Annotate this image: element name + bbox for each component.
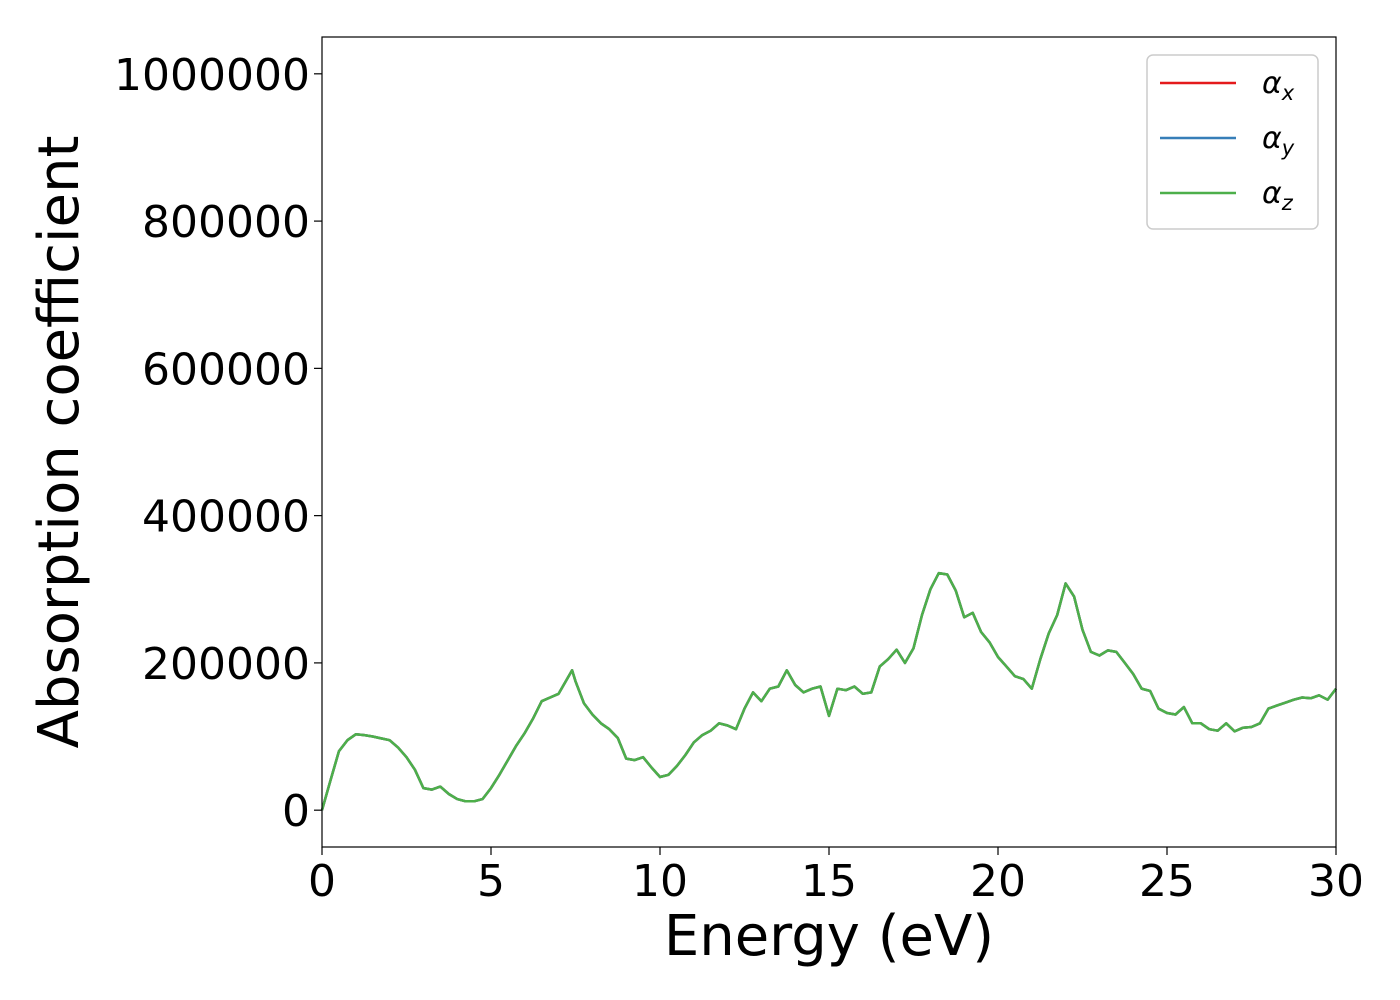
legend-label-x: αx bbox=[1262, 66, 1295, 105]
y-axis-title: Absorption coefficient bbox=[27, 136, 92, 749]
x-axis-title: Energy (eV) bbox=[664, 904, 994, 969]
series-layer bbox=[320, 571, 1337, 811]
x-tick-label: 30 bbox=[1308, 856, 1364, 907]
y-tick-label: 600000 bbox=[142, 344, 310, 395]
legend-label-z: αz bbox=[1262, 176, 1294, 215]
x-tick-label: 20 bbox=[970, 856, 1026, 907]
y-tick-label: 0 bbox=[282, 786, 310, 837]
y-tick-label: 800000 bbox=[142, 197, 310, 248]
x-tick-label: 10 bbox=[632, 856, 688, 907]
y-tick-label: 400000 bbox=[142, 492, 310, 543]
y-tick-label: 1000000 bbox=[114, 50, 310, 101]
legend: αx αy αz bbox=[1146, 54, 1319, 230]
y-axis-ticks: 0 200000 400000 600000 800000 1000000 bbox=[114, 50, 322, 837]
legend-box bbox=[1146, 54, 1319, 230]
legend-label-y: αy bbox=[1262, 121, 1295, 160]
x-axis-ticks: 0 5 10 15 20 25 30 bbox=[308, 847, 1364, 907]
series-line-z bbox=[320, 571, 1337, 811]
y-tick-label: 200000 bbox=[142, 639, 310, 690]
x-tick-label: 15 bbox=[801, 856, 857, 907]
x-tick-label: 25 bbox=[1139, 856, 1195, 907]
x-tick-label: 0 bbox=[308, 856, 336, 907]
x-tick-label: 5 bbox=[477, 856, 505, 907]
